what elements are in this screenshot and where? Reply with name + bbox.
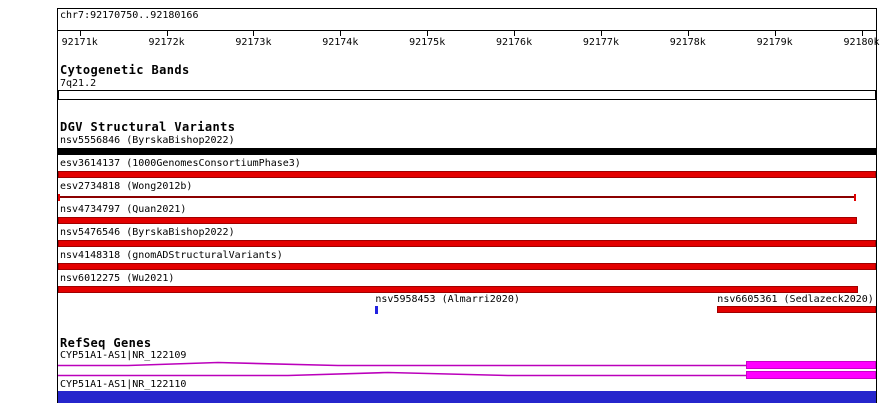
gene-exon-box[interactable] xyxy=(745,361,876,369)
panel-border xyxy=(57,8,877,403)
variant-label[interactable]: nsv6605361 (Sedlazeck2020) xyxy=(717,294,874,305)
ruler-tick-label: 92172k xyxy=(148,37,185,48)
variant-point-glyph[interactable] xyxy=(375,306,379,314)
ruler-tick-label: 92176k xyxy=(495,37,533,48)
bottom-track-bar xyxy=(58,391,876,403)
variant-label[interactable]: nsv4148318 (gnomADStructuralVariants) xyxy=(60,250,283,261)
variant-bar[interactable] xyxy=(58,240,876,247)
variant-label[interactable]: nsv5556846 (ByrskaBishop2022) xyxy=(60,135,235,146)
ruler-tick xyxy=(687,31,689,36)
ruler-tick xyxy=(514,31,516,36)
variant-endcap[interactable] xyxy=(58,194,60,201)
track-title-dgv-structural-variants: DGV Structural Variants xyxy=(60,120,236,134)
ruler-tick xyxy=(340,31,342,36)
gene-intron-line xyxy=(58,361,876,367)
ruler: 92171k 92172k 92173k 92174k 92175k 92176k 9217… xyxy=(58,0,880,403)
refseq-track: CYP51A1-AS1|NR_122109 CYP51A1-AS1|NR_1221… xyxy=(58,0,876,403)
ruler-tick xyxy=(166,31,168,36)
variant-bar[interactable] xyxy=(58,171,876,178)
dgv-track: nsv5556846 (ByrskaBishop2022) esv3614137 … xyxy=(58,0,876,403)
variant-label[interactable]: esv3614137 (1000GenomesConsortiumPhase3) xyxy=(60,158,301,169)
variant-bar[interactable] xyxy=(58,286,858,293)
variant-label[interactable]: nsv4734797 (Quan2021) xyxy=(60,204,187,215)
gene-connector-lines xyxy=(58,361,876,377)
variant-bar[interactable] xyxy=(717,306,876,313)
variant-bar[interactable] xyxy=(58,263,876,270)
ruler-baseline xyxy=(58,30,876,31)
ruler-tick xyxy=(253,31,255,36)
track-title-cytogenetic-bands: Cytogenetic Bands xyxy=(60,63,190,77)
ruler-tick-label: 92177k xyxy=(582,37,619,48)
ruler-tick-label: 92173k xyxy=(235,37,272,48)
ruler-tick-label: 92174k xyxy=(322,37,359,48)
cytoband-glyph[interactable] xyxy=(58,90,876,100)
variant-label[interactable]: nsv5476546 (ByrskaBishop2022) xyxy=(60,227,235,238)
ruler-tick-label: 92175k xyxy=(409,37,446,48)
variant-bar[interactable] xyxy=(58,148,876,155)
ruler-tick xyxy=(600,31,602,36)
ruler-tick-label: 92178k xyxy=(669,37,706,48)
gene-label[interactable]: CYP51A1-AS1|NR_122109 xyxy=(60,350,187,361)
variant-label[interactable]: nsv5958453 (Almarri2020) xyxy=(375,294,520,305)
ruler-tick-label: 92179k xyxy=(756,37,793,48)
ruler-tick xyxy=(427,31,429,36)
cytoband-label[interactable]: 7q21.2 xyxy=(60,78,97,89)
ruler-tick-label: 92171k xyxy=(61,37,98,48)
variant-connector-line[interactable] xyxy=(58,196,856,198)
variant-endcap[interactable] xyxy=(853,194,856,201)
ruler-tick xyxy=(774,31,776,36)
gene-label[interactable]: CYP51A1-AS1|NR_122110 xyxy=(60,379,187,390)
gene-intron-line xyxy=(58,371,876,377)
variant-bar[interactable] xyxy=(58,217,858,224)
track-title-refseq-genes: RefSeq Genes xyxy=(60,336,152,350)
variant-label[interactable]: nsv6012275 (Wu2021) xyxy=(60,273,175,284)
variant-label[interactable]: esv2734818 (Wong2012b) xyxy=(60,181,193,192)
region-coordinates: chr7:92170750..92180166 xyxy=(60,10,199,21)
gene-exon-box[interactable] xyxy=(745,371,876,379)
ruler-tick xyxy=(861,31,863,36)
ruler-tick xyxy=(79,31,81,36)
ruler-tick-label: 92180k xyxy=(843,37,880,48)
